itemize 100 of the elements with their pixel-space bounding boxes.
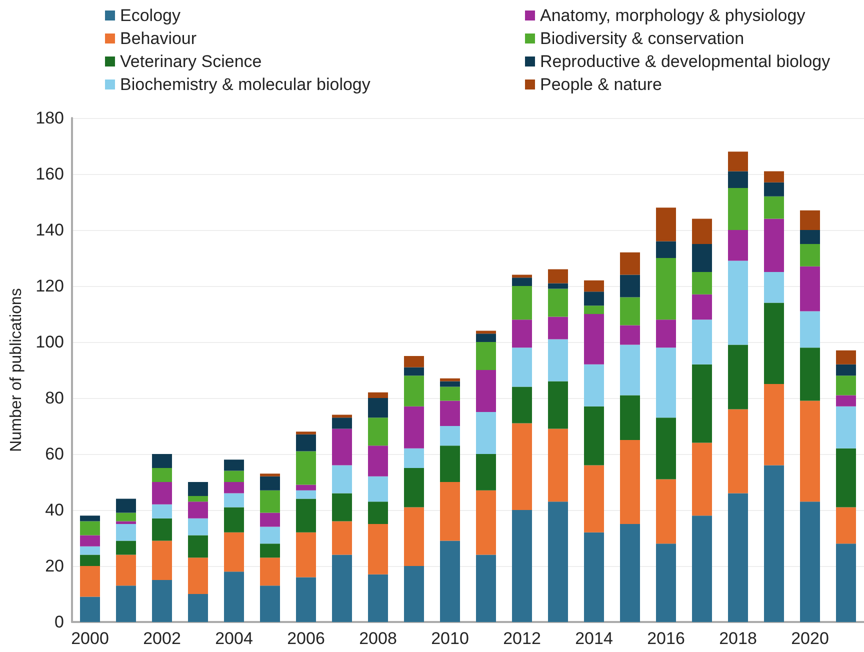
x-tick-label: 2008 xyxy=(359,629,397,648)
bar xyxy=(440,446,460,482)
bar xyxy=(692,364,712,443)
bar xyxy=(368,574,388,622)
y-tick-label: 0 xyxy=(54,612,64,632)
bar xyxy=(656,479,676,544)
y-tick-label: 40 xyxy=(45,500,64,520)
bar xyxy=(764,182,784,196)
y-tick-label: 80 xyxy=(45,388,64,408)
x-tick-label: 2018 xyxy=(719,629,757,648)
bar xyxy=(548,428,568,502)
bar xyxy=(260,512,280,527)
bar xyxy=(368,398,388,418)
legend-label: People & nature xyxy=(540,75,662,94)
bar xyxy=(512,386,532,424)
bar xyxy=(800,311,820,348)
y-tick-label: 20 xyxy=(45,556,64,576)
bar xyxy=(116,521,136,524)
bar xyxy=(296,498,316,532)
bar xyxy=(512,423,532,510)
bar xyxy=(548,339,568,382)
bar xyxy=(656,320,676,348)
x-tick-label: 2014 xyxy=(575,629,613,648)
bar xyxy=(656,348,676,418)
bar xyxy=(224,572,244,622)
bar xyxy=(692,294,712,320)
bar xyxy=(836,544,856,622)
bar xyxy=(296,432,316,434)
bar xyxy=(224,532,244,572)
bar xyxy=(440,540,460,622)
bar xyxy=(188,518,208,536)
bar xyxy=(116,498,136,513)
bar xyxy=(656,208,676,242)
bar xyxy=(440,482,460,541)
y-tick-label: 180 xyxy=(36,108,64,128)
bar xyxy=(584,314,604,364)
bar xyxy=(728,344,748,410)
bar xyxy=(404,367,424,376)
bar xyxy=(224,460,244,471)
bar xyxy=(728,409,748,494)
bar xyxy=(584,532,604,622)
bar xyxy=(656,241,676,258)
bar xyxy=(476,490,496,555)
bar xyxy=(584,364,604,406)
bar xyxy=(260,526,280,544)
legend-label: Behaviour xyxy=(120,29,197,48)
bar xyxy=(152,540,172,580)
bar xyxy=(800,244,820,266)
bar xyxy=(764,196,784,219)
bar xyxy=(620,252,640,275)
bar xyxy=(296,451,316,485)
bar xyxy=(404,468,424,508)
bar xyxy=(548,316,568,340)
bar xyxy=(80,546,100,555)
bar xyxy=(296,577,316,622)
bar xyxy=(728,230,748,261)
x-tick-label: 2010 xyxy=(431,629,469,648)
bar xyxy=(404,507,424,566)
bar xyxy=(368,446,388,476)
bar xyxy=(224,470,244,482)
bar xyxy=(368,524,388,574)
bar xyxy=(584,280,604,292)
bar xyxy=(476,454,496,490)
y-tick-label: 100 xyxy=(36,332,64,352)
bar xyxy=(728,171,748,188)
bar xyxy=(80,554,100,566)
bar xyxy=(548,502,568,622)
bar xyxy=(332,418,352,429)
bar xyxy=(188,502,208,518)
legend-label: Veterinary Science xyxy=(120,52,262,71)
bar xyxy=(116,512,136,522)
bar xyxy=(296,434,316,452)
y-tick-label: 120 xyxy=(36,276,64,296)
bar xyxy=(548,381,568,429)
legend-label: Biodiversity & conservation xyxy=(540,29,744,48)
bar xyxy=(800,230,820,244)
bar xyxy=(692,272,712,294)
bar xyxy=(692,320,712,364)
bar xyxy=(692,442,712,516)
bar xyxy=(764,302,784,384)
bar xyxy=(584,465,604,532)
bar xyxy=(188,535,208,558)
bar xyxy=(152,468,172,482)
bar xyxy=(260,558,280,586)
bar xyxy=(188,482,208,496)
bar xyxy=(260,476,280,490)
bar xyxy=(224,493,244,508)
bar xyxy=(728,260,748,345)
bar xyxy=(80,596,100,622)
bar xyxy=(548,269,568,284)
bar xyxy=(476,342,496,370)
bar xyxy=(512,348,532,387)
bar xyxy=(368,476,388,502)
x-tick-label: 2002 xyxy=(143,629,181,648)
bar xyxy=(584,292,604,306)
bar xyxy=(260,490,280,513)
bar xyxy=(152,454,172,468)
x-tick-label: 2004 xyxy=(215,629,253,648)
bar xyxy=(152,580,172,622)
bar xyxy=(80,535,100,546)
